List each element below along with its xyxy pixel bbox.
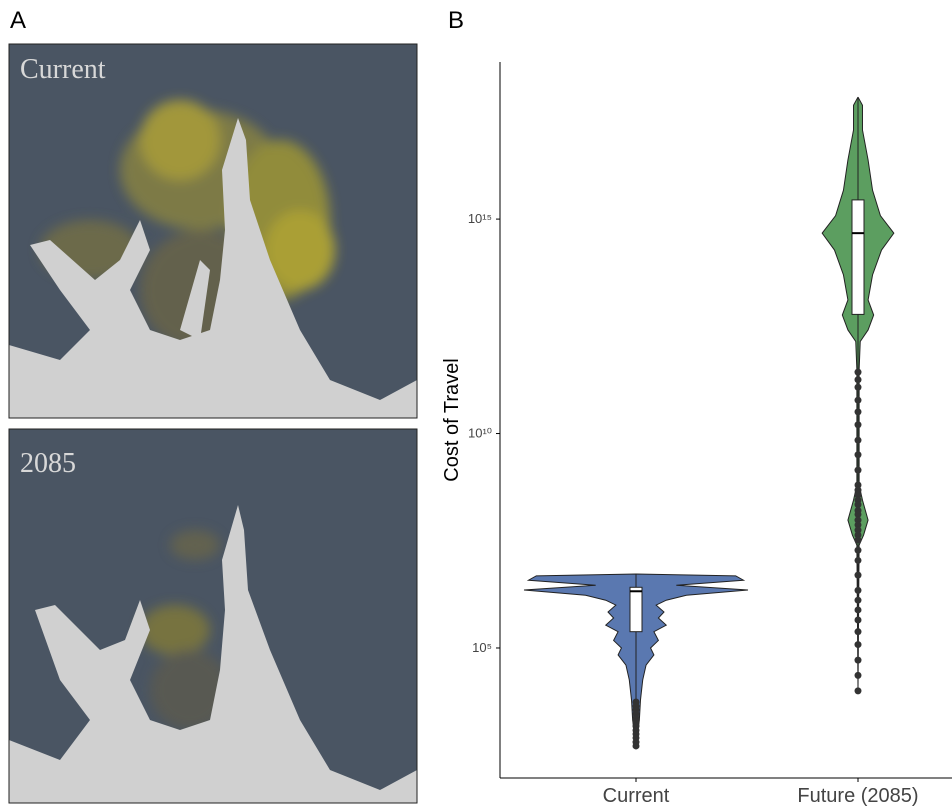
outlier [855, 536, 862, 543]
panel-label: B [448, 7, 464, 34]
box [630, 587, 642, 631]
x-tick-label: Current [603, 785, 670, 807]
outlier [855, 451, 862, 458]
outlier [855, 597, 862, 604]
outlier [855, 467, 862, 474]
outlier [855, 384, 862, 391]
map-label: 2085 [20, 448, 76, 479]
outlier [855, 672, 862, 679]
outlier [633, 742, 640, 749]
violin-half [636, 574, 748, 748]
x-tick-label: Future (2085) [797, 785, 918, 807]
outlier [855, 376, 862, 383]
panel-label: A [10, 7, 26, 34]
y-tick-label: 10¹⁰ [468, 426, 492, 441]
box [852, 200, 864, 314]
outlier [855, 687, 862, 694]
outlier [855, 557, 862, 564]
outlier [855, 572, 862, 579]
outlier [855, 397, 862, 404]
outlier [855, 587, 862, 594]
outlier [855, 547, 862, 554]
outlier [855, 437, 862, 444]
map-current: Current [9, 44, 417, 418]
map-2085: 2085 [9, 429, 417, 803]
y-tick-label: 10⁵ [472, 640, 492, 655]
outlier [855, 421, 862, 428]
y-tick-label: 10¹⁵ [468, 211, 492, 226]
violin-half [524, 574, 636, 748]
outlier [855, 616, 862, 623]
y-axis-label: Cost of Travel [441, 358, 463, 481]
outlier [855, 657, 862, 664]
outlier [855, 408, 862, 415]
outlier [855, 641, 862, 648]
figure: A B Current 2085 Cost of Travel 10⁵ 10¹⁰ 1… [0, 0, 952, 809]
outlier [855, 369, 862, 376]
map-label: Current [20, 54, 106, 85]
outlier [855, 606, 862, 613]
violin-half [858, 97, 894, 691]
outlier [855, 628, 862, 635]
violin-half [822, 97, 858, 691]
